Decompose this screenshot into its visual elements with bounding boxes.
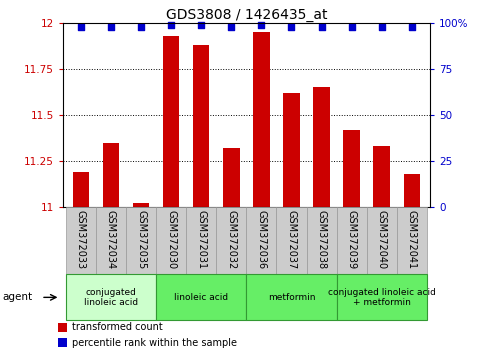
Text: GSM372037: GSM372037 [286,210,297,270]
Title: GDS3808 / 1426435_at: GDS3808 / 1426435_at [166,8,327,22]
Text: GSM372036: GSM372036 [256,210,266,270]
Point [287,24,295,29]
FancyBboxPatch shape [246,207,276,274]
Text: linoleic acid: linoleic acid [174,293,228,302]
Bar [253,32,270,207]
Text: GSM372033: GSM372033 [76,210,86,270]
Bar [58,338,67,347]
FancyBboxPatch shape [216,207,246,274]
Text: transformed count: transformed count [72,322,163,332]
Text: GSM372035: GSM372035 [136,210,146,270]
Point [227,24,235,29]
Text: agent: agent [2,292,32,302]
Text: metformin: metformin [268,293,315,302]
Point [318,24,326,29]
FancyBboxPatch shape [367,207,397,274]
Point [107,24,115,29]
FancyBboxPatch shape [276,207,307,274]
Text: GSM372031: GSM372031 [196,210,206,270]
Text: GSM372039: GSM372039 [347,210,356,270]
Bar [193,45,210,207]
Text: GSM372040: GSM372040 [377,210,387,270]
Text: conjugated
linoleic acid: conjugated linoleic acid [84,288,138,307]
Text: conjugated linoleic acid
+ metformin: conjugated linoleic acid + metformin [328,288,436,307]
Bar [103,143,119,207]
Point [167,22,175,28]
Point [408,24,416,29]
Bar [133,204,149,207]
Text: GSM372034: GSM372034 [106,210,116,270]
Point [77,24,85,29]
Bar [223,148,240,207]
Text: percentile rank within the sample: percentile rank within the sample [72,338,237,348]
FancyBboxPatch shape [246,274,337,320]
Bar [283,93,300,207]
Point [348,24,355,29]
FancyBboxPatch shape [337,207,367,274]
Bar [373,146,390,207]
FancyBboxPatch shape [66,207,96,274]
Point [137,24,145,29]
Text: GSM372038: GSM372038 [316,210,327,270]
FancyBboxPatch shape [186,207,216,274]
FancyBboxPatch shape [337,274,427,320]
Point [378,24,385,29]
Point [257,22,265,28]
Text: GSM372032: GSM372032 [227,210,236,270]
FancyBboxPatch shape [397,207,427,274]
FancyBboxPatch shape [307,207,337,274]
Bar [313,87,330,207]
FancyBboxPatch shape [126,207,156,274]
Text: GSM372041: GSM372041 [407,210,417,270]
FancyBboxPatch shape [66,274,156,320]
FancyBboxPatch shape [96,207,126,274]
Bar [72,172,89,207]
FancyBboxPatch shape [156,207,186,274]
Text: GSM372030: GSM372030 [166,210,176,270]
Bar [403,174,420,207]
FancyBboxPatch shape [156,274,246,320]
Point [198,22,205,28]
Bar [58,323,67,332]
Bar [343,130,360,207]
Bar [163,36,179,207]
